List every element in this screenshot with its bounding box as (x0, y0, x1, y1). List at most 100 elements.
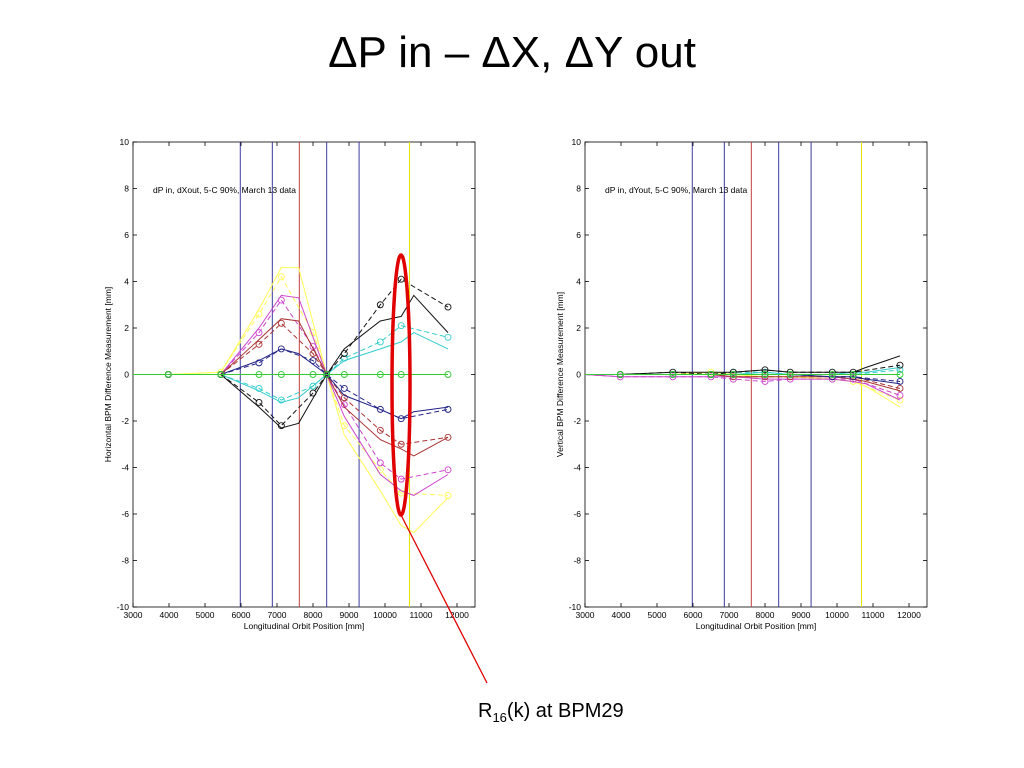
data-point-marker (707, 373, 715, 381)
measured-series-line (585, 364, 901, 376)
x-tick-label: 6000 (232, 610, 251, 620)
y-tick-label: 4 (124, 277, 129, 287)
x-tick-label: 3000 (124, 610, 143, 620)
data-point-marker (896, 385, 904, 392)
data-point-marker (397, 475, 405, 483)
data-point-marker (444, 371, 452, 378)
measured-series-line (133, 278, 449, 427)
data-point-marker (309, 389, 317, 397)
highlight-annotation (390, 253, 488, 684)
data-point-marker (340, 350, 348, 358)
y-axis-label: Vertical BPM Difference Measurement [mm] (555, 292, 565, 457)
y-tick-label: 10 (572, 137, 582, 147)
data-point-marker (277, 296, 285, 304)
y-tick-label: 2 (124, 323, 129, 333)
data-point-marker (896, 391, 904, 399)
data-point-marker (849, 373, 857, 381)
caption-subscript: 16 (492, 710, 507, 725)
data-point-marker (786, 371, 794, 378)
data-point-marker (255, 385, 263, 392)
x-tick-label: 8000 (304, 610, 323, 620)
measured-series-line (133, 322, 449, 445)
data-point-marker (828, 368, 836, 376)
data-point-marker (340, 422, 348, 430)
vertical-bpm-chart: 3000 4000 5000 6000 7000 8000 9000 10000 11000 12… (555, 137, 928, 631)
data-point-marker (896, 361, 904, 369)
measured-series-line (133, 348, 449, 420)
x-tick-label: 6000 (684, 610, 703, 620)
data-point-marker (828, 373, 836, 381)
data-point-marker (729, 371, 737, 378)
y-tick-label: -10 (117, 602, 130, 612)
data-point-marker (397, 322, 405, 330)
data-point-marker (729, 373, 737, 381)
data-point-marker (896, 371, 904, 378)
x-tick-label: 9000 (340, 610, 359, 620)
data-point-marker (669, 373, 677, 381)
annotation-caption: R16(k) at BPM29 (478, 700, 624, 725)
y-tick-label: 6 (124, 230, 129, 240)
y-tick-label: -8 (121, 556, 129, 566)
data-point-marker (761, 366, 769, 374)
data-point-marker (277, 319, 285, 327)
data-point-marker (309, 350, 317, 358)
y-tick-label: -10 (569, 602, 582, 612)
data-point-marker (761, 371, 769, 378)
annotation-pointer-line (400, 514, 488, 684)
data-point-marker (277, 422, 285, 430)
data-point-marker (444, 303, 452, 311)
data-point-marker (255, 359, 263, 367)
y-tick-label: 6 (576, 230, 581, 240)
data-point-marker (376, 459, 384, 467)
caption-rest: (k) at BPM29 (506, 700, 624, 722)
data-point-marker (376, 338, 384, 346)
y-tick-label: 2 (576, 323, 581, 333)
data-point-marker (309, 357, 317, 364)
data-point-marker (786, 373, 794, 381)
y-tick-label: -2 (573, 416, 581, 426)
x-tick-label: 9000 (792, 610, 811, 620)
data-point-marker (217, 371, 225, 378)
data-point-marker (896, 366, 904, 374)
data-point-marker (849, 371, 857, 378)
data-point-marker (849, 368, 857, 376)
data-point-marker (309, 343, 317, 351)
measured-series-line (584, 374, 901, 396)
data-point-marker (444, 433, 452, 441)
data-point-marker (277, 273, 285, 281)
x-tick-label: 5000 (196, 610, 215, 620)
data-point-marker (761, 378, 769, 385)
measured-series-line (133, 275, 449, 496)
data-point-marker (255, 398, 263, 406)
data-point-marker (340, 385, 348, 392)
data-point-marker (277, 371, 285, 378)
y-tick-label: 8 (576, 184, 581, 194)
data-point-marker (828, 371, 836, 378)
data-point-marker (896, 396, 904, 404)
data-point-marker (761, 368, 769, 376)
plot-annotation: dP in, dYout, 5-C 90%, March 13 data (605, 185, 748, 195)
data-point-marker (397, 275, 405, 283)
caption-main: R (478, 700, 493, 722)
data-point-marker (340, 371, 348, 378)
y-tick-label: 0 (124, 370, 129, 380)
x-tick-label: 10000 (825, 610, 849, 620)
y-tick-label: -8 (573, 556, 581, 566)
model-series-line (584, 374, 901, 401)
measured-series-line (133, 325, 449, 401)
data-point-marker (761, 373, 769, 381)
slide-title: ΔP in – ΔX, ΔY out (328, 28, 696, 77)
data-point-marker (444, 405, 452, 413)
x-tick-label: 8000 (756, 610, 775, 620)
y-axis-label: Horizontal BPM Difference Measurement [m… (103, 287, 113, 463)
horizontal-bpm-chart: 3000 4000 5000 6000 7000 8000 9000 10000 11000 12… (103, 137, 476, 631)
x-tick-label: 11000 (861, 610, 884, 620)
x-axis-label: Longitudinal Orbit Position [mm] (244, 621, 364, 631)
data-point-marker (376, 405, 384, 413)
x-tick-label: 11000 (409, 610, 432, 620)
data-point-marker (309, 371, 317, 378)
y-tick-label: 10 (120, 137, 130, 147)
x-tick-label: 4000 (160, 610, 179, 620)
x-tick-label: 7000 (268, 610, 287, 620)
